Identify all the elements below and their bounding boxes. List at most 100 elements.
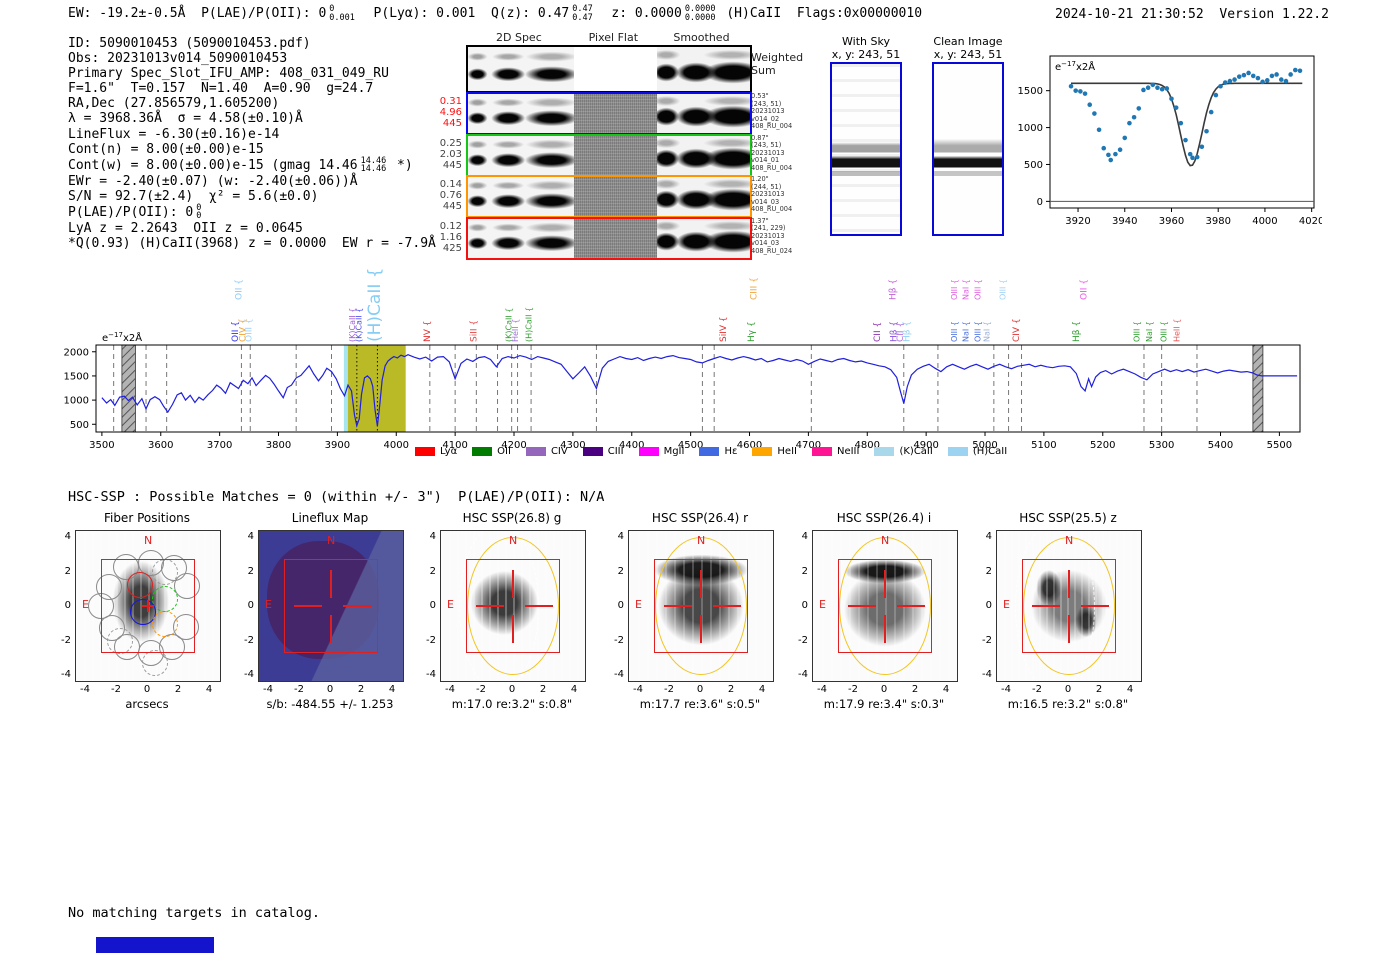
zoom-data-point [1241,72,1247,78]
legend-swatch [472,447,493,456]
extent-red-square [654,559,748,653]
crosshair-arm [663,605,692,607]
fiber-circle-gray [173,573,200,600]
spec2d-headers: 2D Spec Pixel Flat Smoothed [466,31,748,44]
zoom-data-point [1250,73,1256,79]
panel-xtick: -4 [1001,684,1011,695]
timestamp-gap [1204,7,1220,22]
spectral-line-label: OII { [234,279,244,300]
panel-xtick: 0 [326,684,334,695]
spectral-line-label: (H)CaII { [525,307,534,342]
footer-text: No matching targets in catalog. Row inte… [68,875,320,953]
header-seg-9-text: Flags:0x00000010 [796,6,923,21]
panel-xtick: -4 [633,684,643,695]
zoom-data-point [1108,157,1114,163]
spec2d-row-4-segA [468,218,574,258]
legend-label: CIII [607,446,624,457]
panel-xtick: -4 [263,684,273,695]
zoom-data-point [1159,86,1165,92]
clean-title-block: Clean Image x, y: 243, 51 [908,35,1028,61]
spec2d-row-2-right-labels: 0.87" (243, 51) 20231013 v014_01 408_RU_004 [751,133,793,172]
crosshair-arm [1031,605,1060,607]
spec2d-row-0-segB [573,47,657,91]
spec2d-row-3-right-labels: 1.20" (244, 51) 20231013 v014_03 408_RU_004 [751,175,793,214]
info-line-0-seg-0-text: ID: 5090010453 (5090010453.pdf) [68,36,311,51]
timestamp-version: 2024-10-21 21:30:52 Version 1.22.2 [1055,7,1329,22]
legend-item-HeII: HeII [752,446,797,457]
spectrum-legend: Lyα OII CIV CIII MgII Hε HeII NeIII (K)CaII (H)Ca… [415,446,1007,457]
hatched-sky-band [121,344,136,433]
spectrum-ytick-label: 1000 [64,396,89,407]
fiber-circle-gray-dashed [106,628,133,655]
zoom-data-point [1068,83,1074,89]
zoom-data-point [1204,128,1209,134]
zoom-ytick-label: 0 [1037,197,1043,208]
zoom-data-point [1127,120,1132,126]
panel-title-3: HSC SSP(26.4) r [651,511,749,525]
panel-xtick: -4 [80,684,90,695]
east-label: E [82,598,89,611]
info-line-13-seg-0-text: *Q(0.93) (H)CaII(3968) z = 0.0000 EW r =… [68,236,436,252]
crosshair-arm [293,605,322,607]
spec2d-row-0-right-labels: Weighted Sum [751,51,804,77]
zoom-data-point [1183,137,1188,143]
info-line-8: Cont(w) = 8.00(±0.00)e-15 (gmag 14.46 14.… [68,157,436,174]
zoom-xtick-label: 3920 [1065,216,1090,227]
panel-xtick: 2 [1095,684,1103,695]
extent-red-square [466,559,560,653]
zoom-xtick-label: 3940 [1112,216,1137,227]
spec2d-row-0-segC [656,47,750,91]
panel-xtick: 4 [1126,684,1134,695]
spec2d-row-2-segB [573,135,657,175]
info-line-12: LyA z = 2.2643 OII z = 0.0645 [68,221,436,236]
legend-label: MgII [663,446,685,457]
spectrum-ytick-label: 1500 [64,371,89,382]
legend-item-(K)CaII: (K)CaII [874,446,933,457]
fiber-circle-highlight [129,598,156,625]
panel-xtick: 2 [727,684,735,695]
spectrum-xtick-label: 4500 [678,440,703,451]
spectral-line-label: (K)CaII { [355,308,364,342]
spectral-line-label: (H)CaII { [365,267,385,342]
cyan-band [343,345,349,432]
withsky-title: With Sky [842,35,890,48]
zoom-data-point [1236,74,1242,79]
info-line-7-seg-0-text: Cont(n) = 8.00(±0.00)e-15 [68,141,264,157]
legend-item-(H)CaII: (H)CaII [947,446,1007,457]
spectrum-xtick-label: 5400 [1208,440,1233,451]
hsc-header: HSC-SSP : Possible Matches = 0 (within +… [68,489,605,505]
crosshair-arm [713,605,742,607]
spec2d-row-0-segA [468,47,574,91]
info-line-8-seg-0-text: Cont(w) = 8.00(±0.00)e-15 (gmag 14.46 [68,157,358,173]
panel-xtick: -2 [664,684,674,695]
legend-swatch [947,447,968,456]
spectrum-xtick-label: 5000 [972,440,997,451]
line-zoom-plot: 0 500 1000 1500 3920 3940 3960 3980 4000 4020 e−17… [1018,55,1322,227]
bottom-left-blue-bar [96,937,214,953]
header-seg-2-supsub: 0 0.001 [329,4,355,23]
header-seg-7-supsub: 0.0000 0.0000 [684,4,716,23]
spectrum-ytick-label: 2000 [64,347,89,358]
spectrum-xtick-label: 4000 [384,440,409,451]
east-label: E [1003,598,1010,611]
zoom-data-point [1278,77,1284,82]
aperture-ellipse [1023,537,1115,675]
north-label: N [697,534,706,547]
spectral-line-label: HeII { [511,319,520,342]
spectral-line-label: OII { [231,321,241,342]
panel-xtick: 2 [539,684,547,695]
zoom-data-point [1297,68,1303,74]
zoom-data-point [1288,72,1293,77]
zoom-data-point [1169,96,1174,102]
spectrum-xtick-label: 4400 [619,440,644,451]
spectral-line-label: NaI { [983,321,992,342]
spec2d-row-2-left-labels: 0.25 2.03 445 [439,137,462,171]
spectral-line-label: CII { [873,322,883,342]
panel-xtick: 4 [388,684,396,695]
spec2d-row-1-right-labels: 0.53" (243, 51) 20231013 v014_02 408_RU_004 [751,92,793,131]
zoom-plot-frame [1049,55,1315,209]
info-line-13: *Q(0.93) (H)CaII(3968) z = 0.0000 EW r =… [68,236,436,251]
